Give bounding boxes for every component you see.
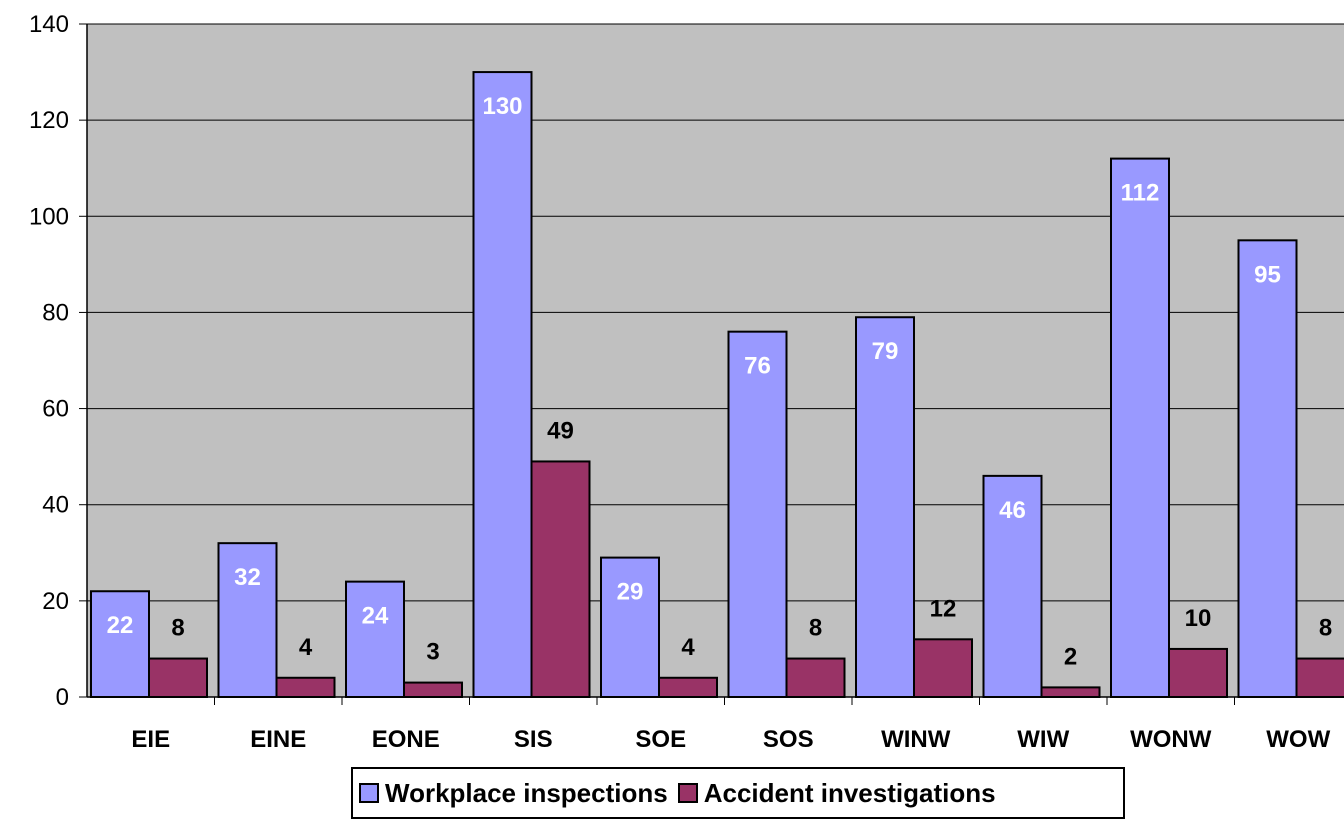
- bar-investigations-eone: [403, 681, 463, 698]
- category-label-wiw: WIW: [1017, 726, 1069, 753]
- legend-swatch-series-1: [359, 783, 379, 803]
- bar-inspections-sis: [472, 71, 533, 699]
- category-label-wonw: WONW: [1130, 726, 1212, 753]
- bar-inspections-eine: [217, 542, 278, 699]
- data-label: 3: [426, 639, 439, 666]
- bar-investigations-soe: [658, 676, 718, 698]
- data-label: 32: [234, 564, 261, 591]
- bar-investigations-eine: [275, 676, 336, 698]
- category-label-sos: SOS: [763, 726, 814, 753]
- bar-investigations-winw: [913, 638, 973, 698]
- data-label: 95: [1254, 261, 1281, 288]
- bars: [90, 71, 1344, 699]
- bar-inspections-sos: [727, 330, 788, 698]
- gridlines: [87, 23, 1344, 602]
- data-label: 24: [362, 603, 389, 630]
- y-tick-label: 100: [29, 203, 69, 230]
- legend-swatch-series-2: [677, 783, 698, 803]
- data-label: 8: [1319, 615, 1332, 642]
- data-label: 8: [809, 615, 822, 642]
- data-label: 76: [744, 353, 771, 380]
- y-tick-label: 40: [42, 492, 69, 519]
- data-label: 79: [872, 338, 899, 365]
- data-label: 4: [299, 634, 313, 661]
- legend: Workplace inspections Accident investiga…: [351, 767, 1125, 819]
- y-tick-label: 80: [42, 299, 69, 326]
- data-label: 22: [107, 612, 134, 639]
- legend-item-series-2: Accident investigations: [677, 777, 996, 809]
- category-label-eine: EINE: [250, 726, 306, 753]
- data-label: 2: [1064, 643, 1077, 670]
- bar-investigations-wonw: [1168, 647, 1228, 699]
- bar-inspections-soe: [600, 556, 660, 698]
- data-label: 29: [617, 579, 644, 606]
- legend-label-series-2: Accident investigations: [703, 777, 996, 808]
- category-labels: EIE EINE EONE SIS SOE SOS WINW WIW WONW WOW: [131, 726, 1330, 753]
- bar-inspections-eie: [90, 590, 150, 698]
- category-label-eie: EIE: [131, 726, 170, 753]
- category-label-wow: WOW: [1266, 726, 1330, 753]
- bar-investigations-wiw: [1040, 686, 1101, 699]
- category-label-sis: SIS: [514, 726, 553, 753]
- data-label: 112: [1121, 180, 1160, 207]
- data-label: 10: [1185, 605, 1212, 632]
- bar-inspections-winw: [855, 316, 915, 698]
- category-label-eone: EONE: [372, 726, 440, 753]
- legend-item-series-1: Workplace inspections: [359, 778, 668, 809]
- category-label-winw: WINW: [881, 726, 951, 753]
- y-tick-label: 140: [29, 11, 69, 38]
- y-axis-ticks: 0 20 40 60 80 100 120 140: [29, 11, 87, 711]
- bar-inspections-wonw: [1110, 157, 1170, 699]
- data-label: 4: [681, 634, 695, 661]
- data-labels: 22 8 32 4 24 3 130 49 29 4 76 8 79 12 46 2 112 10 95 8: [107, 93, 1333, 670]
- bar-investigations-wow: [1295, 657, 1344, 698]
- axes: [86, 24, 1344, 705]
- data-label: 49: [547, 417, 574, 444]
- y-tick-label: 20: [42, 588, 69, 615]
- category-label-soe: SOE: [635, 726, 686, 753]
- bar-inspections-wiw: [982, 474, 1043, 698]
- bar-investigations-eie: [148, 657, 208, 698]
- bar-investigations-sos: [785, 657, 846, 698]
- bar-investigations-sis: [530, 460, 591, 699]
- bar-inspections-wow: [1237, 239, 1298, 698]
- bar-inspections-eone: [345, 580, 405, 699]
- data-label: 8: [171, 615, 184, 642]
- legend-label-series-1: Workplace inspections: [385, 777, 668, 808]
- data-label: 12: [930, 595, 957, 622]
- y-tick-label: 120: [29, 107, 69, 134]
- y-tick-label: 0: [56, 684, 69, 711]
- data-label: 46: [999, 497, 1026, 524]
- y-tick-label: 60: [42, 396, 69, 423]
- data-label: 130: [482, 93, 522, 120]
